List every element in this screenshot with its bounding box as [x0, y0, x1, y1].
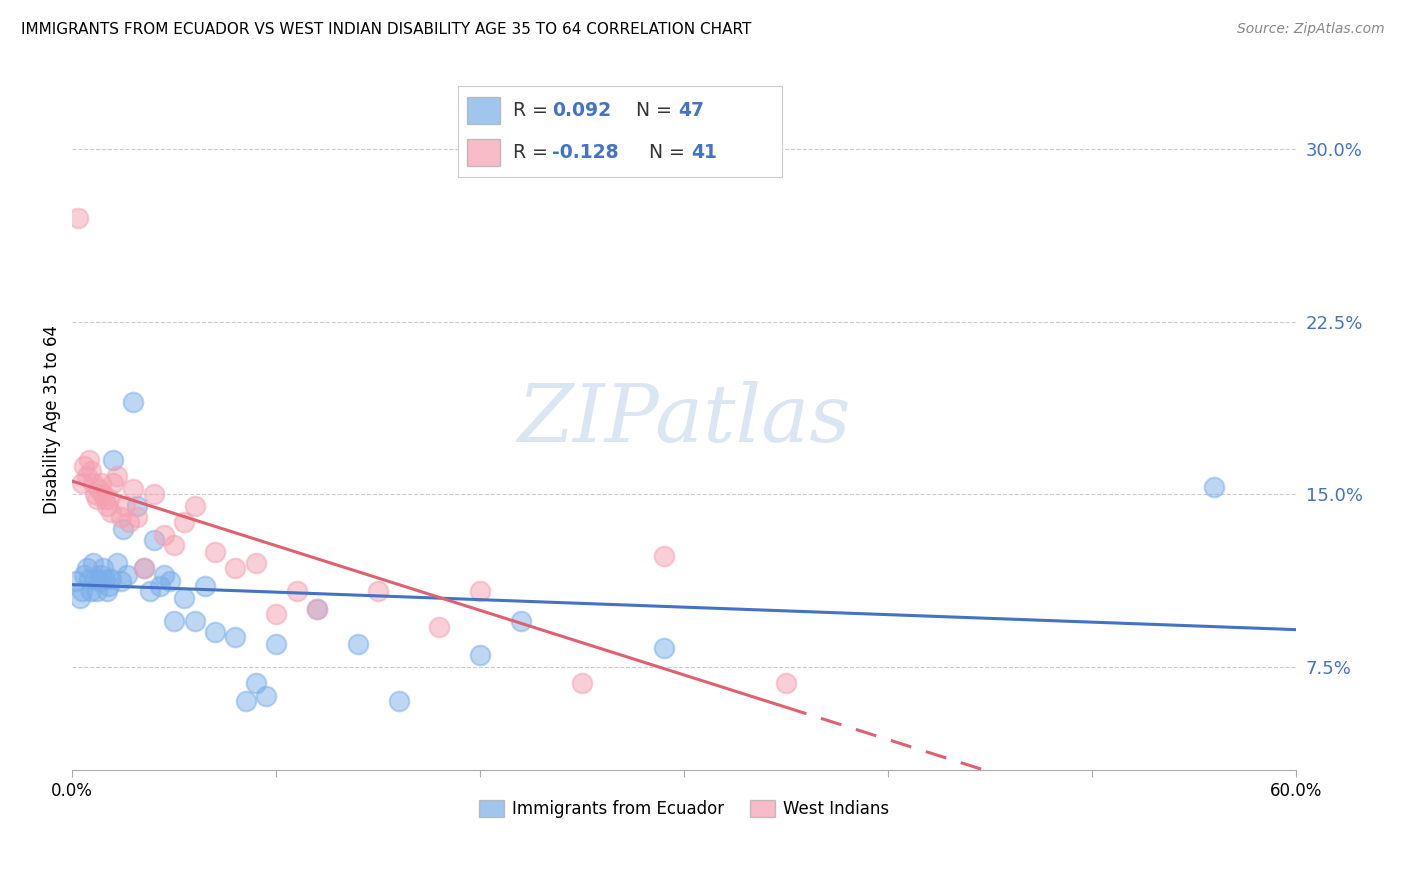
Point: [77, 572, 100, 586]
Point: [65, 574, 87, 589]
Point: [264, 636, 287, 650]
Point: [142, 487, 165, 501]
Point: [114, 499, 136, 513]
Point: [82, 475, 104, 490]
Point: [90, 475, 112, 490]
Point: [153, 528, 176, 542]
Point: [76, 560, 98, 574]
Point: [79, 583, 101, 598]
Point: [73, 567, 96, 582]
Point: [127, 499, 149, 513]
Point: [94, 572, 117, 586]
Point: [775, 675, 797, 690]
Point: [387, 694, 409, 708]
Point: [224, 560, 246, 574]
Point: [76, 468, 98, 483]
Point: [91, 560, 114, 574]
Point: [112, 521, 135, 535]
Point: [149, 579, 172, 593]
Point: [72, 583, 94, 598]
Point: [245, 675, 267, 690]
Point: [118, 515, 141, 529]
Point: [346, 636, 368, 650]
Text: IMMIGRANTS FROM ECUADOR VS WEST INDIAN DISABILITY AGE 35 TO 64 CORRELATION CHART: IMMIGRANTS FROM ECUADOR VS WEST INDIAN D…: [21, 22, 751, 37]
Point: [69, 591, 91, 605]
Text: Source: ZipAtlas.com: Source: ZipAtlas.com: [1237, 22, 1385, 37]
Point: [82, 556, 104, 570]
Point: [67, 211, 90, 225]
Point: [468, 583, 491, 598]
Point: [183, 614, 205, 628]
Point: [132, 560, 155, 574]
Point: [79, 464, 101, 478]
Point: [86, 583, 108, 598]
Point: [194, 579, 217, 593]
Point: [159, 574, 181, 589]
Point: [204, 544, 226, 558]
Point: [173, 515, 195, 529]
Point: [571, 675, 593, 690]
Point: [652, 549, 675, 563]
Point: [83, 572, 105, 586]
Point: [509, 614, 531, 628]
Point: [91, 487, 114, 501]
Point: [87, 574, 110, 589]
Point: [105, 556, 128, 570]
Point: [163, 614, 186, 628]
Point: [235, 694, 257, 708]
Legend: Immigrants from Ecuador, West Indians: Immigrants from Ecuador, West Indians: [472, 793, 896, 825]
Point: [96, 583, 118, 598]
Point: [110, 510, 132, 524]
Point: [100, 572, 122, 586]
Point: [73, 459, 96, 474]
Point: [96, 499, 118, 513]
Point: [183, 499, 205, 513]
Point: [97, 579, 120, 593]
Point: [173, 591, 195, 605]
Point: [122, 483, 145, 497]
Point: [468, 648, 491, 662]
Point: [90, 567, 112, 582]
Point: [224, 630, 246, 644]
Point: [127, 510, 149, 524]
Point: [87, 483, 110, 497]
Point: [204, 625, 226, 640]
Point: [72, 475, 94, 490]
Point: [427, 620, 450, 634]
Point: [138, 583, 160, 598]
Point: [122, 395, 145, 409]
Point: [264, 607, 287, 621]
Point: [1204, 480, 1226, 494]
Point: [117, 567, 139, 582]
Point: [652, 641, 675, 656]
Point: [101, 452, 124, 467]
Point: [97, 491, 120, 506]
Point: [254, 690, 277, 704]
Point: [285, 583, 308, 598]
Point: [86, 491, 108, 506]
Point: [100, 505, 122, 519]
Point: [153, 567, 176, 582]
Text: ZIPatlas: ZIPatlas: [517, 381, 851, 458]
Point: [101, 475, 124, 490]
Point: [245, 556, 267, 570]
Point: [305, 602, 328, 616]
Point: [83, 487, 105, 501]
Point: [142, 533, 165, 547]
Y-axis label: Disability Age 35 to 64: Disability Age 35 to 64: [44, 325, 60, 514]
Point: [132, 560, 155, 574]
Point: [367, 583, 389, 598]
Point: [105, 468, 128, 483]
Point: [94, 491, 117, 506]
Point: [305, 602, 328, 616]
Point: [77, 452, 100, 467]
Point: [110, 574, 132, 589]
Point: [163, 538, 186, 552]
